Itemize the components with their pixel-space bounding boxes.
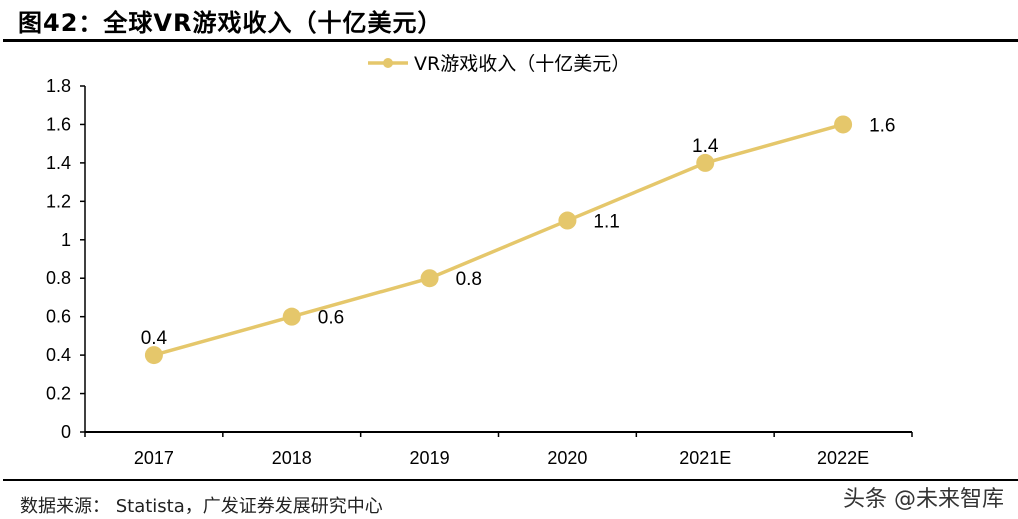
data-label: 1.6 bbox=[869, 115, 895, 136]
data-point bbox=[834, 115, 853, 134]
y-tick-label: 1.2 bbox=[46, 191, 71, 211]
y-tick-label: 1 bbox=[61, 230, 71, 250]
y-tick-label: 0 bbox=[61, 422, 71, 442]
series-line bbox=[153, 122, 844, 357]
data-point bbox=[420, 269, 439, 288]
data-point bbox=[282, 307, 301, 326]
y-tick-label: 0.4 bbox=[46, 345, 71, 365]
source-note: 数据来源： Statista，广发证券发展研究中心 bbox=[20, 496, 383, 517]
data-label: 0.4 bbox=[141, 328, 168, 349]
data-point bbox=[696, 153, 715, 172]
data-label: 0.6 bbox=[318, 308, 344, 329]
x-tick-label: 2021E bbox=[679, 448, 731, 468]
x-tick-label: 2018 bbox=[272, 448, 312, 468]
y-tick-label: 1.4 bbox=[46, 153, 71, 173]
y-tick-label: 0.6 bbox=[46, 307, 71, 327]
data-label: 0.8 bbox=[456, 269, 482, 290]
x-tick-label: 2019 bbox=[410, 448, 450, 468]
figure-title: 图42：全球VR游戏收入（十亿美元） bbox=[18, 9, 443, 37]
y-tick-label: 1.8 bbox=[46, 76, 71, 96]
footer-rule bbox=[3, 479, 1018, 481]
data-point bbox=[558, 211, 577, 230]
x-tick-label: 2022E bbox=[817, 448, 869, 468]
y-tick-label: 1.6 bbox=[46, 114, 71, 134]
y-tick-label: 0.2 bbox=[46, 384, 71, 404]
x-tick-label: 2017 bbox=[134, 448, 174, 468]
watermark: 头条 @未来智库 bbox=[843, 487, 1004, 512]
title-rule bbox=[3, 39, 1018, 42]
y-tick-label: 0.8 bbox=[46, 268, 71, 288]
x-tick-label: 2020 bbox=[547, 448, 587, 468]
legend-label: VR游戏收入（十亿美元） bbox=[414, 53, 630, 75]
data-label: 1.4 bbox=[692, 136, 719, 157]
data-label: 1.1 bbox=[593, 212, 619, 233]
legend-marker bbox=[383, 58, 393, 68]
data-point bbox=[144, 346, 163, 365]
